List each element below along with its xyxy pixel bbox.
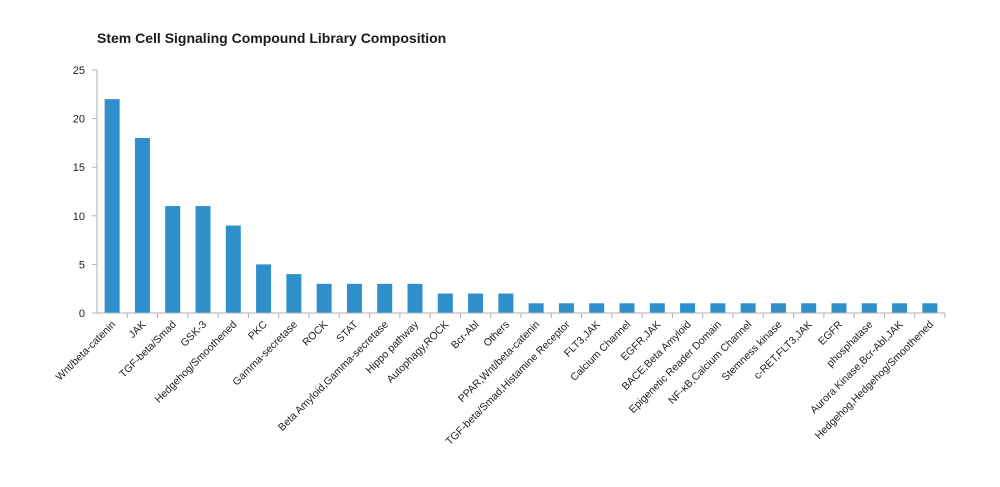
bar: [831, 303, 847, 313]
y-tick-label: 20: [73, 114, 85, 126]
bar: [225, 225, 241, 313]
bar: [468, 293, 484, 313]
x-category-label: STAT: [334, 318, 361, 345]
bar: [922, 303, 938, 313]
bar: [861, 303, 877, 313]
bar: [558, 303, 574, 313]
bar: [256, 264, 272, 313]
y-axis: 0 5 10 15 20 25: [73, 65, 98, 320]
bar: [407, 283, 423, 313]
y-tick-label: 15: [73, 162, 85, 174]
x-category-label: Wnt/beta-catenin: [54, 319, 119, 384]
x-category-label: Hippo pathway: [364, 318, 422, 376]
x-category-label: Beta Amyloid,Gamma-secretase: [276, 319, 391, 434]
chart-title: Stem Cell Signaling Compound Library Com…: [97, 30, 447, 46]
x-category-label: ROCK: [300, 319, 330, 349]
bar: [286, 274, 302, 313]
bar: [649, 303, 665, 313]
bar: [770, 303, 786, 313]
bar: [589, 303, 605, 313]
x-category-label: PKC: [246, 318, 270, 342]
x-category-label: TGF-beta/Smad: [117, 319, 179, 381]
bar: [892, 303, 908, 313]
bar: [165, 206, 181, 313]
y-tick-label: 0: [79, 308, 85, 320]
bar: [195, 206, 211, 313]
bars: [104, 99, 938, 313]
bar: [104, 99, 120, 313]
y-tick-label: 25: [73, 65, 85, 77]
bar: [316, 283, 332, 313]
x-category-label: JAK: [126, 319, 148, 341]
bar: [346, 283, 362, 313]
bar: [801, 303, 817, 313]
x-category-label: Bcr-Abl: [449, 319, 482, 352]
bar: [680, 303, 696, 313]
bar: [134, 138, 150, 313]
y-tick-label: 5: [79, 259, 85, 271]
bar: [528, 303, 544, 313]
bar: [437, 293, 453, 313]
bar: [377, 283, 393, 313]
bar: [710, 303, 726, 313]
bar: [619, 303, 635, 313]
y-tick-label: 10: [73, 211, 85, 223]
bar: [740, 303, 756, 313]
bar: [498, 293, 514, 313]
